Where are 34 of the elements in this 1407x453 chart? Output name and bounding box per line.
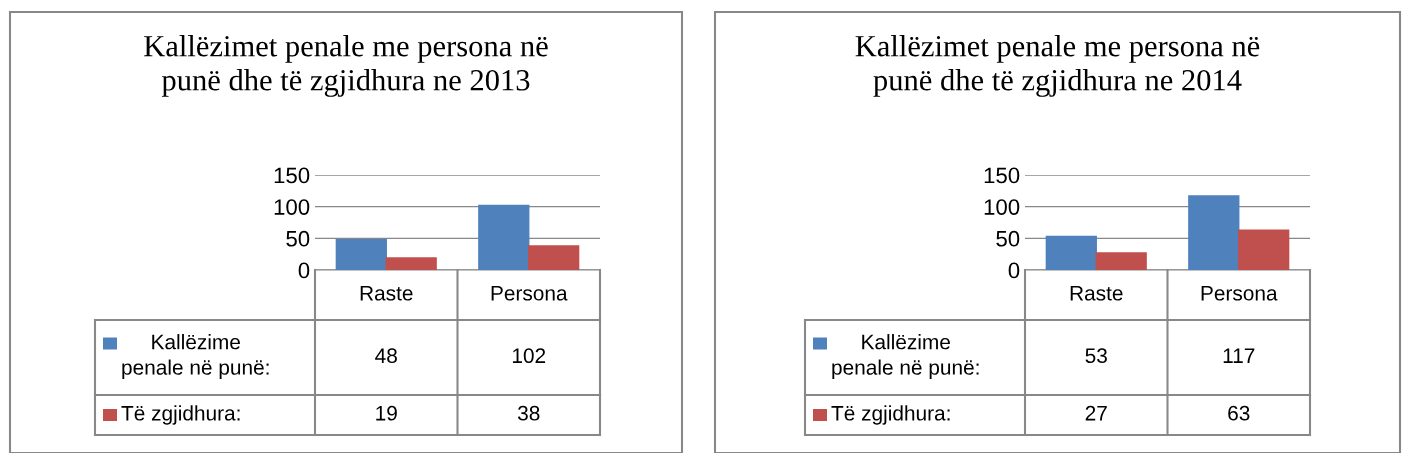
legend-label: Kallëzime penale në punë: bbox=[832, 334, 979, 379]
legend-label: Kallëzime penale në punë: bbox=[122, 334, 269, 379]
bar bbox=[1238, 229, 1290, 270]
data-label: 63 bbox=[1228, 405, 1250, 421]
data-label: 48 bbox=[375, 348, 397, 364]
chart-title: Kallëzimet penale me persona në punë dhe të zgjidhura ne 2013 bbox=[144, 35, 548, 97]
bar bbox=[1045, 235, 1097, 270]
y-tick-label: 150 bbox=[274, 167, 310, 184]
legend-label: Të zgjidhura: bbox=[121, 405, 240, 425]
data-label: 38 bbox=[517, 405, 540, 421]
y-tick-label: 50 bbox=[996, 230, 1020, 247]
bar bbox=[1095, 252, 1147, 270]
y-tick-label: 150 bbox=[984, 167, 1020, 184]
x-tick-label: Raste bbox=[360, 286, 413, 301]
y-tick-label: 100 bbox=[984, 199, 1020, 215]
x-tick-label: Raste bbox=[1070, 286, 1123, 301]
y-tick-label: 0 bbox=[1008, 262, 1020, 279]
bar bbox=[335, 238, 387, 270]
chart-title: Kallëzimet penale me persona në punë dhe të zgjidhura ne 2014 bbox=[855, 35, 1260, 97]
y-tick-label: 0 bbox=[298, 262, 310, 279]
legend-label: Të zgjidhura: bbox=[831, 405, 950, 425]
y-tick-label: 100 bbox=[274, 199, 310, 215]
x-tick-label: Persona bbox=[1201, 286, 1278, 301]
x-tick-label: Persona bbox=[491, 286, 568, 301]
data-label: 102 bbox=[512, 348, 546, 364]
bar bbox=[385, 257, 437, 270]
bar bbox=[1188, 195, 1240, 270]
bar bbox=[528, 245, 580, 270]
y-tick-label: 50 bbox=[286, 230, 310, 247]
bar bbox=[478, 204, 530, 270]
data-label: 27 bbox=[1085, 405, 1107, 421]
data-label: 117 bbox=[1223, 348, 1255, 363]
data-label: 53 bbox=[1085, 348, 1107, 364]
data-label: 19 bbox=[376, 405, 397, 421]
